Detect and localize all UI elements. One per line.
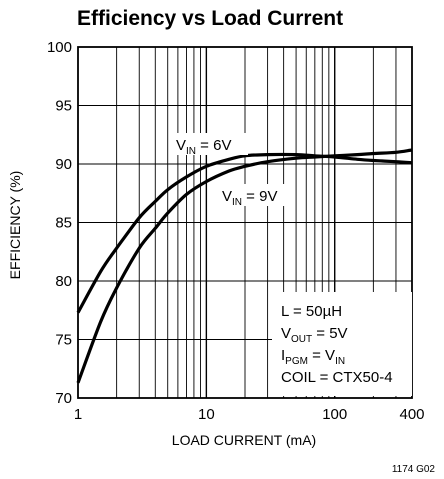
x-tick-label: 1 [74, 406, 82, 423]
x-tick-label: 100 [322, 406, 347, 423]
vin9-label: VIN = 9V [222, 188, 277, 208]
condition-vout-sub: OUT [291, 334, 312, 345]
condition-ipgm-i: I [281, 347, 285, 364]
x-tick-label: 10 [198, 406, 215, 423]
condition-inductor: L = 50µH [281, 303, 342, 320]
condition-vout-rest: = 5V [312, 325, 347, 342]
chart-title: Efficiency vs Load Current [77, 7, 343, 30]
y-tick-label: 85 [55, 215, 72, 232]
condition-ipgm-sub2: IN [335, 356, 345, 367]
condition-coil: COIL = CTX50-4 [281, 369, 393, 386]
y-tick-label: 95 [55, 98, 72, 115]
series-line-vin-6v [76, 152, 413, 314]
condition-ipgm: IPGM = VIN [281, 347, 345, 367]
plot-frame [77, 46, 413, 399]
condition-vout: VOUT = 5V [281, 325, 348, 345]
condition-vout-v: V [281, 325, 291, 342]
condition-inductor-text: L = 50µH [281, 303, 342, 320]
y-tick-label: 70 [55, 390, 72, 407]
vin6-label-sub: IN [186, 146, 196, 157]
vin6-label-v: V [176, 137, 186, 154]
figure-code: 1174 G02 [392, 464, 436, 475]
vin9-label-v: V [222, 188, 232, 205]
series-line-vin-9v [76, 148, 413, 384]
vin6-label: VIN = 6V [176, 137, 231, 157]
plot-border [77, 46, 413, 399]
vin9-label-sub: IN [232, 197, 242, 208]
conditions-box [272, 292, 412, 396]
x-tick-label: 400 [399, 406, 424, 423]
tick-labels: 70 75 80 85 90 95 100 1 10 100 400 [47, 39, 425, 423]
vin9-label-bg [220, 184, 294, 206]
y-tick-label: 80 [55, 273, 72, 290]
vin9-label-rest: = 9V [242, 188, 277, 205]
condition-ipgm-rest: = V [308, 347, 335, 364]
y-tick-label: 100 [47, 39, 72, 56]
x-axis-label: LOAD CURRENT (mA) [172, 432, 316, 448]
vin6-label-bg [174, 133, 248, 155]
y-tick-label: 75 [55, 332, 72, 349]
y-axis-label: EFFICIENCY (%) [7, 171, 23, 280]
y-tick-label: 90 [55, 156, 72, 173]
condition-coil-text: COIL = CTX50-4 [281, 369, 393, 386]
condition-ipgm-sub: PGM [285, 356, 308, 367]
vin6-label-rest: = 6V [196, 137, 231, 154]
curves [76, 148, 413, 384]
